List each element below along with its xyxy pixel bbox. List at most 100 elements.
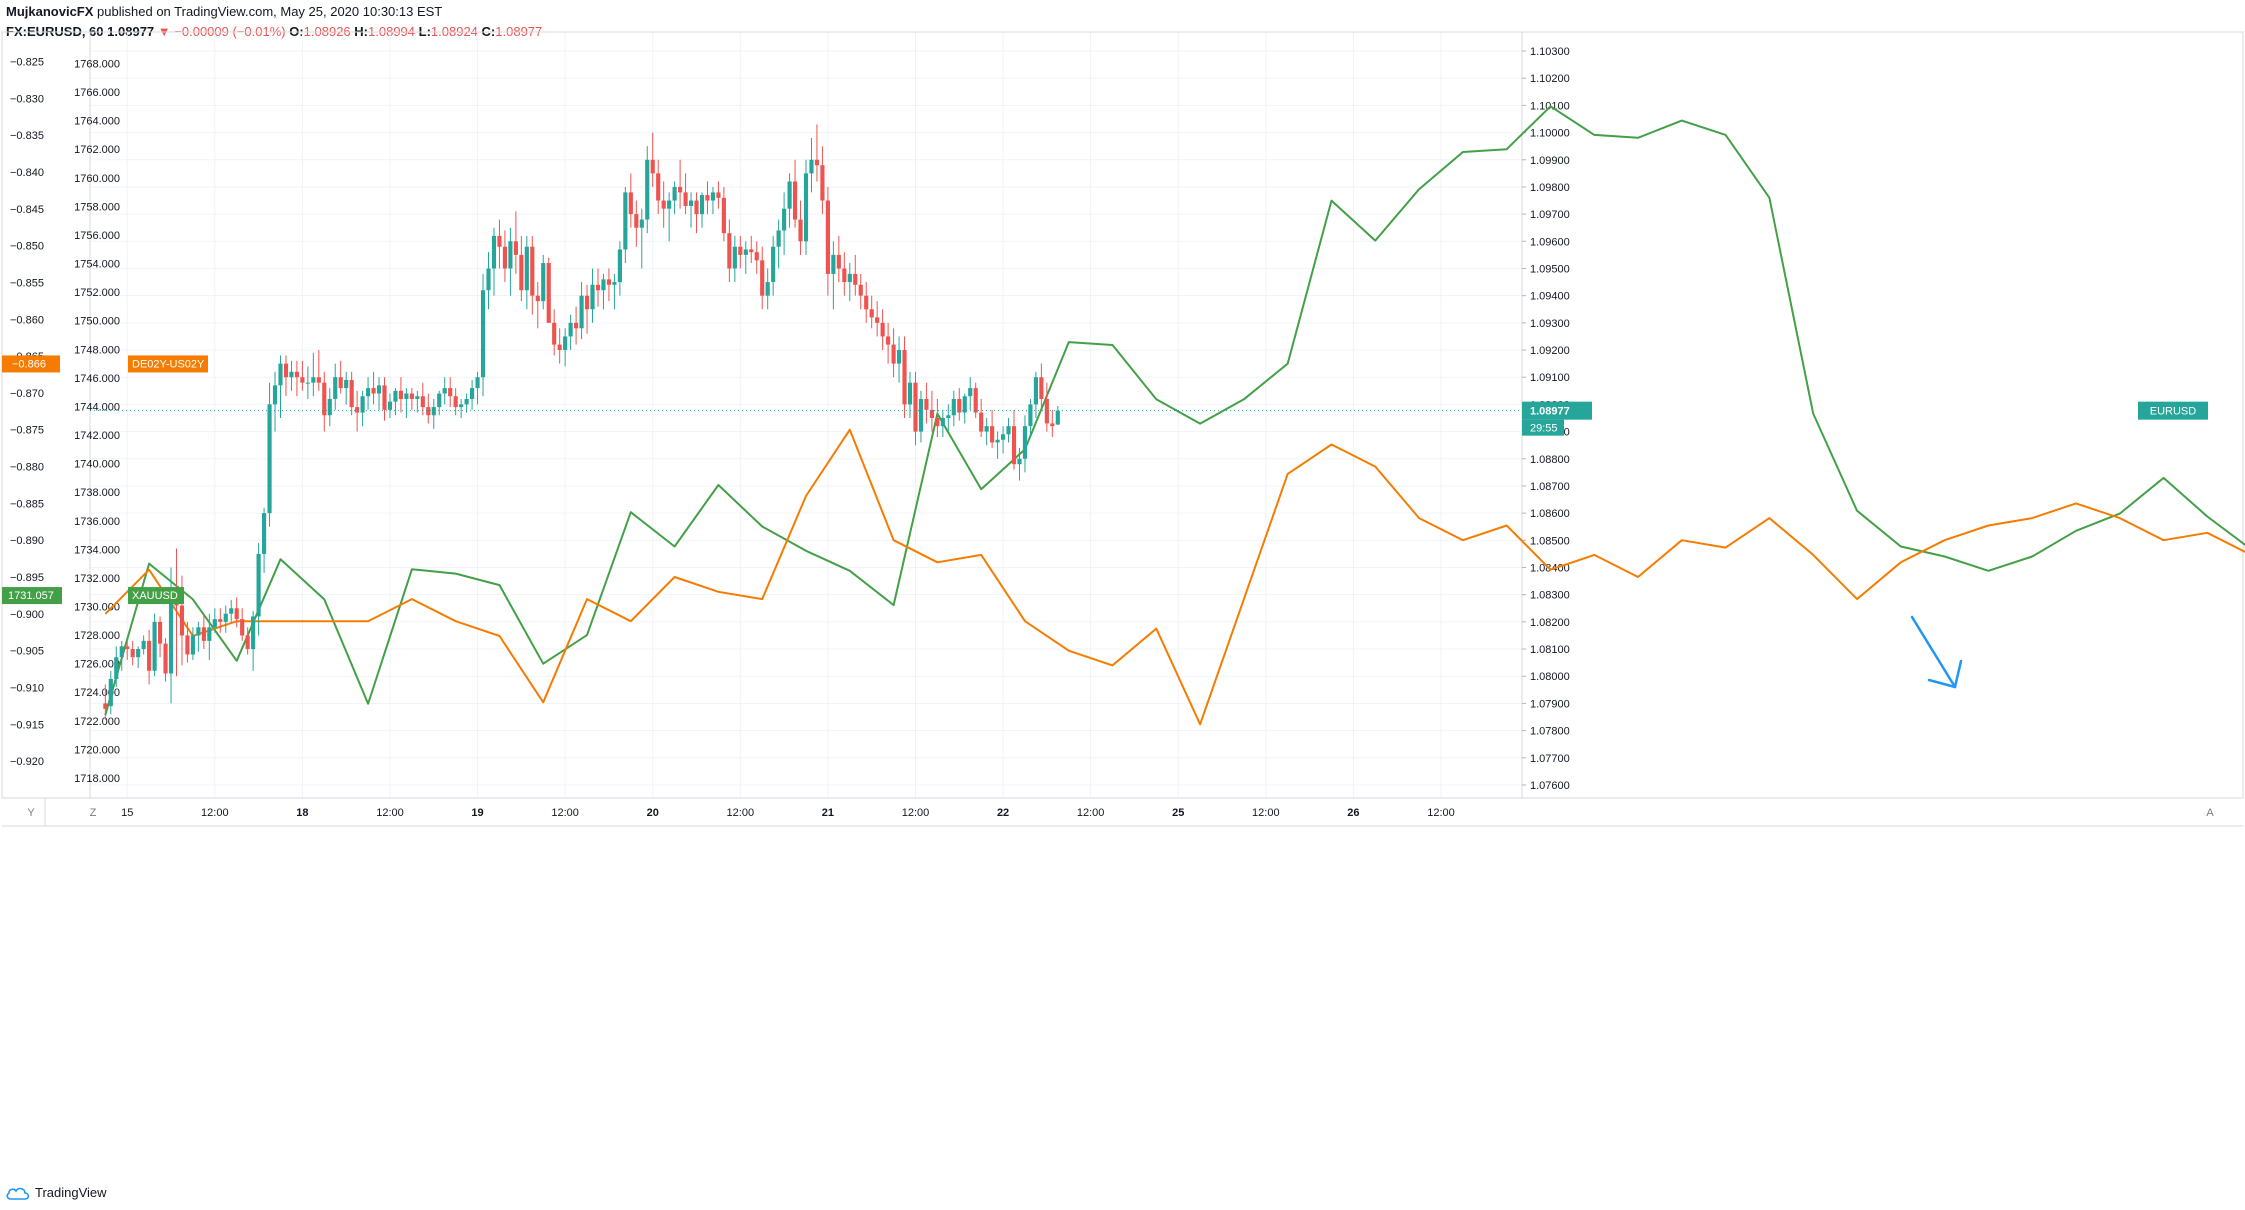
chart-border: [1, 31, 2244, 799]
candle-body: [667, 200, 672, 209]
candle-body: [393, 390, 398, 402]
left-outer-axis[interactable]: −0.825 −0.830 −0.835 −0.840 −0.845 −0.850 −0.8…: [10, 56, 44, 768]
candle-body: [382, 385, 387, 410]
candle-body: [119, 646, 124, 658]
left-inner-tick-label: 1722.000: [74, 716, 120, 728]
candle-body: [431, 407, 436, 416]
candle-body: [136, 649, 141, 658]
candle-body: [962, 396, 967, 413]
time-tick-label: 12:00: [1427, 807, 1455, 819]
countdown-text: 29:55: [1530, 423, 1558, 435]
candle-body: [634, 214, 639, 228]
candle-body: [141, 640, 146, 650]
candle-body: [365, 388, 371, 397]
time-axis[interactable]: 15 12:00 18 12:00 19 12:00 20 12:00 21 12:00 22 12:…: [27, 807, 2214, 819]
candle-body: [442, 388, 447, 394]
candle-body: [820, 165, 825, 201]
left-inner-tick-label: 1760.000: [74, 173, 120, 185]
candle-body: [869, 309, 874, 318]
left-inner-axis[interactable]: 1768.000 1766.000 1764.000 1762.000 1760.000…: [74, 58, 120, 785]
candle-body: [174, 602, 179, 606]
candle-body: [415, 396, 420, 399]
candle-body: [201, 627, 206, 641]
candle-body: [645, 159, 650, 220]
series-labels: EURUSD 1.08977 29:55 1731.057 XAUUSD −0.866 DE…: [2, 355, 2208, 605]
right-tick-label: 1.09300: [1530, 318, 1570, 330]
time-tick-label: 19: [471, 807, 483, 819]
candle-body: [853, 273, 858, 285]
left-outer-tick-label: −0.920: [10, 756, 44, 768]
candle-body: [420, 396, 425, 408]
xauusd-name-tag: [128, 587, 184, 605]
candle-body: [459, 404, 464, 408]
right-tick-label: 1.08800: [1530, 454, 1570, 466]
xauusd-value-text: 1731.057: [8, 590, 54, 602]
eurusd-name-tag: [2138, 401, 2208, 420]
left-outer-tick-label: −0.825: [10, 56, 44, 68]
left-inner-tick-label: 1744.000: [74, 401, 120, 413]
candle-body: [694, 200, 699, 215]
candle-body: [240, 619, 245, 636]
candle-body: [661, 200, 666, 209]
candle-body: [716, 192, 721, 198]
candle-body: [743, 249, 748, 255]
left-inner-tick-label: 1754.000: [74, 259, 120, 271]
candle-body: [831, 254, 836, 274]
left-outer-tick-label: −0.835: [10, 130, 44, 142]
candle-body: [409, 393, 414, 399]
candle-body: [738, 246, 743, 255]
time-tick-label: 12:00: [1077, 807, 1105, 819]
candle-body: [1017, 458, 1022, 465]
spread-value-tag: [2, 355, 60, 373]
candle-body: [218, 619, 223, 622]
candle-body: [360, 396, 365, 413]
left-inner-tick-label: 1768.000: [74, 58, 120, 70]
candle-body: [563, 336, 568, 351]
candle-body: [163, 643, 168, 674]
candle-body: [639, 219, 644, 228]
spread-name-tag: [128, 355, 208, 373]
candle-body: [875, 317, 880, 323]
candle-body: [305, 382, 310, 384]
candle-body: [179, 605, 185, 636]
candle-body: [376, 385, 382, 394]
right-tick-label: 1.07600: [1530, 780, 1570, 792]
left-inner-tick-label: 1748.000: [74, 344, 120, 356]
footer: TradingView: [0, 1175, 2245, 1210]
countdown-tag: [1522, 419, 1564, 436]
left-inner-tick-label: 1758.000: [74, 201, 120, 213]
right-price-axis[interactable]: 1.103001.102001.101001.100001.099001.098…: [1522, 46, 1570, 792]
candle-body: [842, 268, 847, 283]
candle-body: [951, 398, 956, 416]
xauusd-line: [104, 105, 2245, 716]
candle-body: [721, 197, 726, 234]
candle-body: [387, 401, 393, 410]
published-text: published on TradingView.com, May 25, 20…: [97, 4, 443, 19]
candle-body: [798, 219, 803, 242]
left-inner-tick-label: 1756.000: [74, 230, 120, 242]
time-tick-label: 12:00: [376, 807, 404, 819]
candle-body: [913, 382, 918, 432]
candle-body: [541, 263, 546, 302]
left-inner-tick-label: 1764.000: [74, 116, 120, 128]
candle-body: [688, 200, 694, 206]
right-tick-label: 1.09500: [1530, 263, 1570, 275]
tradingview-logo[interactable]: TradingView: [6, 1185, 107, 1200]
candle-body: [727, 233, 732, 269]
candle-body: [957, 398, 962, 413]
left-inner-tick-label: 1750.000: [74, 316, 120, 328]
author-name[interactable]: MujkanovicFX: [6, 4, 94, 19]
time-tick-label: 20: [647, 807, 659, 819]
eurusd-price-text: 1.08977: [1530, 406, 1570, 418]
price-chart[interactable]: −0.825 −0.830 −0.835 −0.840 −0.845 −0.850 −0.8…: [0, 0, 2245, 1175]
candle-body: [1022, 426, 1028, 459]
candle-body: [349, 379, 354, 408]
candle-body: [776, 230, 781, 247]
candle-body: [612, 282, 617, 285]
candle-body: [108, 678, 113, 707]
left-inner-tick-label: 1746.000: [74, 373, 120, 385]
candle-body: [398, 390, 404, 399]
candle-body: [683, 192, 688, 206]
candle-body: [1033, 377, 1038, 405]
forecast-arrow-shaft: [1910, 615, 1957, 689]
